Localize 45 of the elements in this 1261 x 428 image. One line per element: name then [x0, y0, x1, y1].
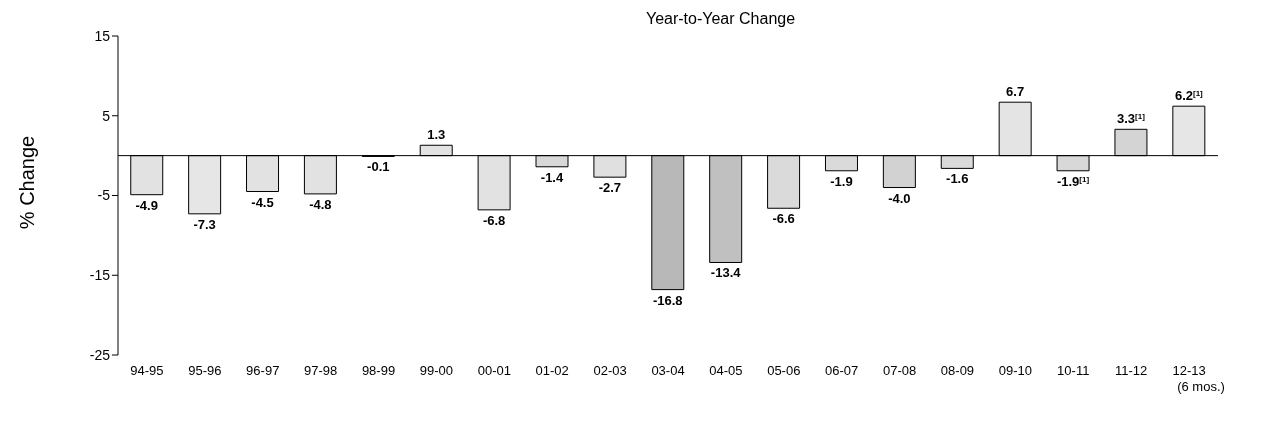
data-label: 6.2$^{[1]}$ — [1174, 88, 1204, 104]
data-label: -6.8 — [482, 212, 506, 228]
y-tick-label: 15 — [94, 27, 111, 44]
data-label: -4.5 — [251, 194, 274, 210]
x-tick-label: 01-02 — [535, 363, 569, 378]
data-label: 1.3 — [427, 127, 446, 143]
x-tick-label: 98-99 — [361, 363, 396, 378]
data-label: -4.0 — [888, 190, 911, 206]
x-tick-label: 10-11 — [1057, 363, 1090, 378]
x-tick-label: 07-08 — [882, 363, 917, 378]
data-label: -6.6 — [772, 211, 795, 227]
data-label: -1.4 — [540, 169, 564, 185]
data-label: -1.6 — [946, 171, 969, 187]
data-label: 6.7 — [1006, 84, 1025, 100]
data-label: -13.4 — [710, 265, 742, 281]
data-label: -4.8 — [309, 196, 332, 212]
data-label: -1.9 — [830, 173, 853, 189]
x-tick-label: 12-13 (6 mos.) — [1172, 363, 1225, 394]
x-tick-label: 03-04 — [651, 363, 685, 378]
x-tick-label: 04-05 — [709, 363, 743, 378]
chart-title: Year-to-Year Change — [645, 10, 796, 27]
x-tick-label: 06-07 — [825, 363, 859, 378]
x-tick-label: 05-06 — [767, 363, 801, 378]
data-label: -0.1 — [367, 159, 390, 175]
x-tick-label: 94-95 — [130, 363, 164, 378]
x-tick-label: 09-10 — [998, 363, 1032, 378]
data-label: -2.7 — [598, 180, 622, 196]
x-tick-label: 08-09 — [940, 363, 975, 378]
x-tick-label: 95-96 — [188, 363, 222, 378]
data-label: -4.9 — [135, 197, 158, 213]
x-tick-label: 00-01 — [477, 363, 511, 378]
y-tick-label: 5 — [102, 107, 111, 124]
y-axis-title: % Change — [16, 135, 40, 229]
x-tick-label: 99-00 — [419, 363, 454, 378]
data-label: -7.3 — [193, 216, 216, 232]
y-tick-label: -5 — [97, 187, 111, 204]
x-tick-label: 96-97 — [246, 363, 280, 378]
x-tick-label: 97-98 — [304, 363, 338, 378]
y-tick-label: -25 — [89, 346, 111, 363]
data-label: 3.3$^{[1]}$ — [1117, 111, 1146, 127]
y-tick-label: -15 — [89, 267, 111, 284]
x-tick-label: 11-12 — [1115, 363, 1148, 378]
data-label: -16.8 — [652, 292, 683, 308]
x-tick-label: 02-03 — [593, 363, 627, 378]
data-label: -1.9$^{[1]}$ — [1056, 173, 1090, 189]
